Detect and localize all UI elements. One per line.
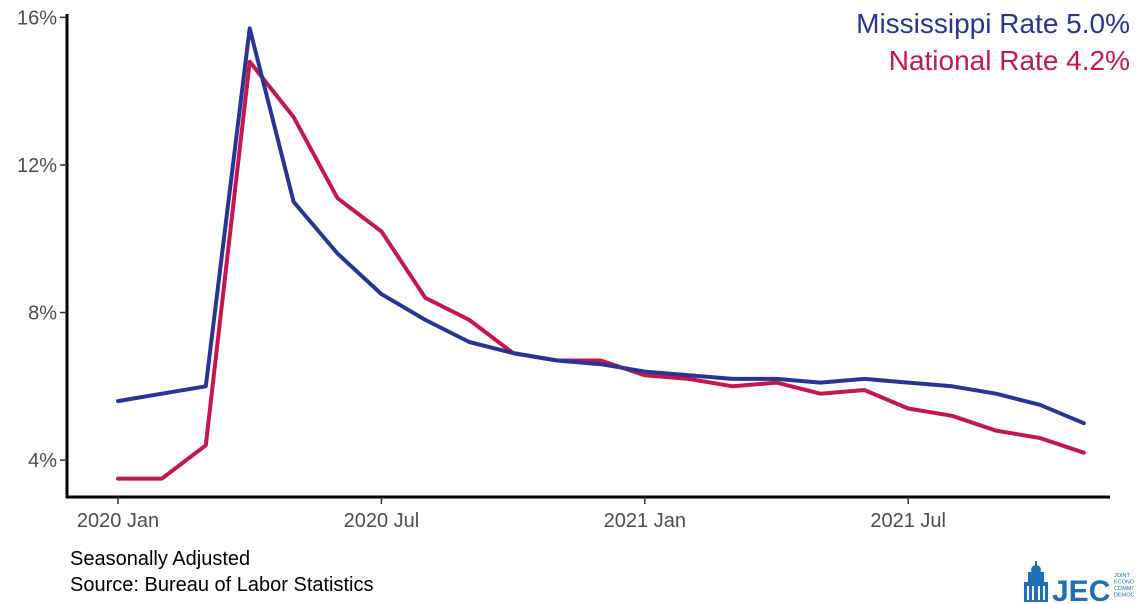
chart-lines <box>116 26 1086 481</box>
chart-axes: 4% 8% 12% 16% 2020 Jan 2020 Jul 2021 Jan 2021 J… <box>17 7 1110 532</box>
logo-small-line: ECONOMIC <box>1114 580 1134 586</box>
source-note: Source: Bureau of Labor Statistics <box>70 574 374 596</box>
seasonally-adjusted-note: Seasonally Adjusted <box>70 548 251 570</box>
x-tick-label: 2020 Jan <box>77 510 159 532</box>
unemployment-rate-chart: 4% 8% 12% 16% 2020 Jan 2020 Jul 2021 Jan 2021 J… <box>17 7 1130 532</box>
legend-entry-mississippi: Mississippi Rate 5.0% <box>856 8 1130 39</box>
logo-text: JEC <box>1052 575 1110 604</box>
series-line-national <box>116 59 1086 481</box>
logo-small-text: JOINTECONOMICCOMMITTEEDEMOCRATS <box>1114 573 1134 599</box>
x-tick-label: 2021 Jan <box>604 510 686 532</box>
x-tick-label: 2021 Jul <box>870 510 946 532</box>
logo-small-line: JOINT <box>1114 573 1131 579</box>
legend-entry-national: National Rate 4.2% <box>889 45 1130 76</box>
series-line-mississippi <box>116 26 1086 426</box>
jec-logo: JEC JOINTECONOMICCOMMITTEEDEMOCRATS <box>1024 561 1134 604</box>
y-tick-label: 16% <box>17 7 57 29</box>
logo-small-line: DEMOCRATS <box>1114 593 1134 599</box>
x-tick-label: 2020 Jul <box>344 510 420 532</box>
y-tick-label: 4% <box>28 450 57 472</box>
logo-small-line: COMMITTEE <box>1114 586 1134 592</box>
chart-legend: Mississippi Rate 5.0% National Rate 4.2% <box>856 8 1130 76</box>
y-tick-label: 8% <box>28 303 57 325</box>
capitol-icon <box>1024 561 1048 602</box>
y-tick-label: 12% <box>17 155 57 177</box>
